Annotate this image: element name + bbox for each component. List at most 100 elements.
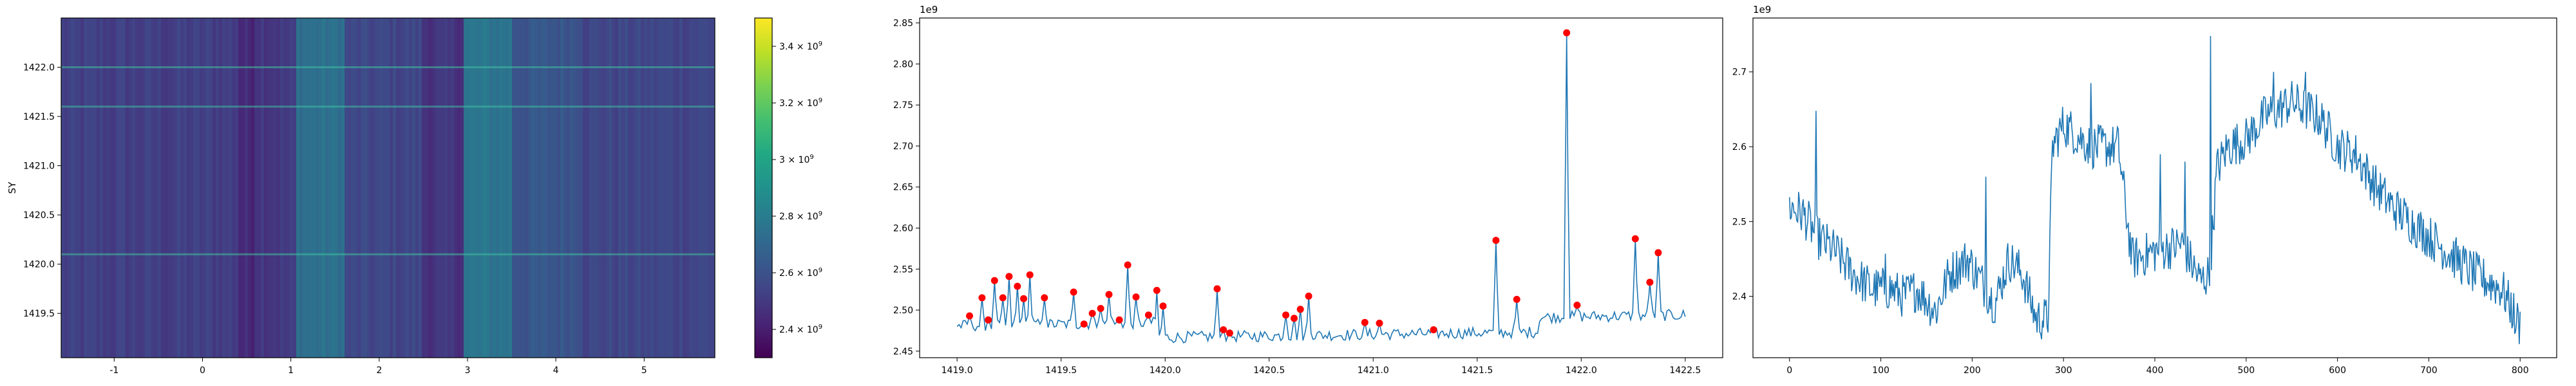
colorbar-gradient — [754, 17, 773, 358]
heatmap-column — [493, 18, 497, 358]
heatmap-column — [87, 18, 91, 358]
heatmap-column — [625, 18, 629, 358]
heatmap-column — [187, 18, 191, 358]
peak-marker — [990, 277, 998, 284]
heatmap-column — [609, 18, 612, 358]
peaks-x-tick-label: 1422.0 — [1566, 365, 1597, 376]
heatmap-column — [377, 18, 381, 358]
heatmap-column — [660, 18, 664, 358]
heatmap-column — [145, 18, 149, 358]
series-x-tick-label: 100 — [1872, 365, 1889, 376]
peak-marker — [978, 294, 986, 302]
heatmap-column — [203, 18, 207, 358]
heatmap-column — [367, 18, 371, 358]
heatmap-column — [457, 18, 461, 358]
heatmap-column — [283, 18, 287, 358]
heatmap-column — [560, 18, 564, 358]
heatmap-column — [171, 18, 175, 358]
heatmap-column — [303, 18, 307, 358]
heatmap-column — [345, 18, 348, 358]
heatmap-column — [135, 18, 139, 358]
heatmap-column — [200, 18, 204, 358]
peaks-x-tick-label: 1420.5 — [1253, 365, 1285, 376]
heatmap-column — [631, 18, 635, 358]
heatmap-column — [535, 18, 538, 358]
heatmap-column — [464, 18, 468, 358]
heatmap-column — [103, 18, 107, 358]
heatmap-column — [129, 18, 133, 358]
heatmap-column — [451, 18, 455, 358]
heatmap-column — [71, 18, 75, 358]
peaks-x-tick-label: 1421.0 — [1358, 365, 1389, 376]
heatmap-column — [708, 18, 712, 358]
heatmap-column — [641, 18, 645, 358]
heatmap-column — [435, 18, 439, 358]
colorbar-tick-label: 2.4 × 109 — [779, 324, 822, 335]
heatmap-column — [312, 18, 316, 358]
heatmap-column — [216, 18, 220, 358]
heatmap-column — [522, 18, 526, 358]
peaks-y-tick-label: 2.65 — [893, 183, 913, 193]
heatmap-column — [348, 18, 352, 358]
heatmap-x-tick-label: 5 — [641, 365, 647, 376]
heatmap-column — [155, 18, 158, 358]
heatmap-column — [489, 18, 493, 358]
heatmap-column — [667, 18, 670, 358]
heatmap-column — [245, 18, 249, 358]
heatmap-column — [126, 18, 129, 358]
series-x-ticks: 0 100 200 300 400 500 600 700 800 — [1786, 358, 2529, 376]
heatmap-column — [589, 18, 593, 358]
peaks-y-tick-label: 2.55 — [893, 264, 913, 275]
peak-marker — [1376, 319, 1383, 327]
heatmap-column — [332, 18, 336, 358]
peak-marker — [1296, 306, 1304, 313]
heatmap-column — [319, 18, 323, 358]
heatmap-x-tick-label: 1 — [288, 365, 294, 376]
heatmap-column — [528, 18, 532, 358]
peaks-plot-frame-bg — [920, 18, 1723, 358]
heatmap-column — [109, 18, 113, 358]
heatmap-column — [335, 18, 339, 358]
heatmap-column — [419, 18, 422, 358]
heatmap-column — [270, 18, 274, 358]
heatmap-column — [712, 18, 715, 358]
peak-marker — [1513, 295, 1520, 303]
heatmap-column — [97, 18, 100, 358]
heatmap-column — [174, 18, 178, 358]
peak-marker — [1220, 326, 1227, 334]
colorbar-tick-label: 3.2 × 109 — [779, 97, 822, 109]
heatmap-column — [696, 18, 699, 358]
heatmap-column — [354, 18, 358, 358]
series-x-tick-label: 700 — [2420, 365, 2438, 376]
heatmap-column — [184, 18, 187, 358]
heatmap-column — [612, 18, 616, 358]
series-x-tick-label: 600 — [2329, 365, 2346, 376]
heatmap-column — [689, 18, 693, 358]
heatmap-column — [106, 18, 110, 358]
heatmap-column — [547, 18, 551, 358]
colorbar-tick-label: 2.8 × 109 — [779, 210, 822, 222]
heatmap-column — [415, 18, 419, 358]
heatmap-column — [567, 18, 571, 358]
heatmap-column — [406, 18, 410, 358]
heatmap-column — [151, 18, 155, 358]
heatmap-column — [477, 18, 480, 358]
heatmap-column — [551, 18, 554, 358]
heatmap-column — [541, 18, 545, 358]
heatmap-column — [209, 18, 213, 358]
heatmap-column — [251, 18, 255, 358]
heatmap-column — [518, 18, 522, 358]
heatmap-column — [480, 18, 484, 358]
heatmap-column — [177, 18, 181, 358]
heatmap-column — [213, 18, 216, 358]
heatmap-row-highlight — [61, 106, 715, 108]
colorbar-tick-label: 3.4 × 109 — [779, 41, 822, 52]
heatmap-column — [412, 18, 416, 358]
colorbar-ticks: 2.4 × 109 2.6 × 109 2.8 × 109 3 × 109 3.2 × … — [772, 41, 822, 335]
heatmap-column — [515, 18, 519, 358]
heatmap-column — [361, 18, 365, 358]
peaks-y-tick-label: 2.45 — [893, 347, 913, 357]
heatmap-column — [341, 18, 345, 358]
heatmap-x-ticks: -1 0 1 2 3 4 5 — [109, 358, 647, 376]
heatmap-column — [393, 18, 397, 358]
